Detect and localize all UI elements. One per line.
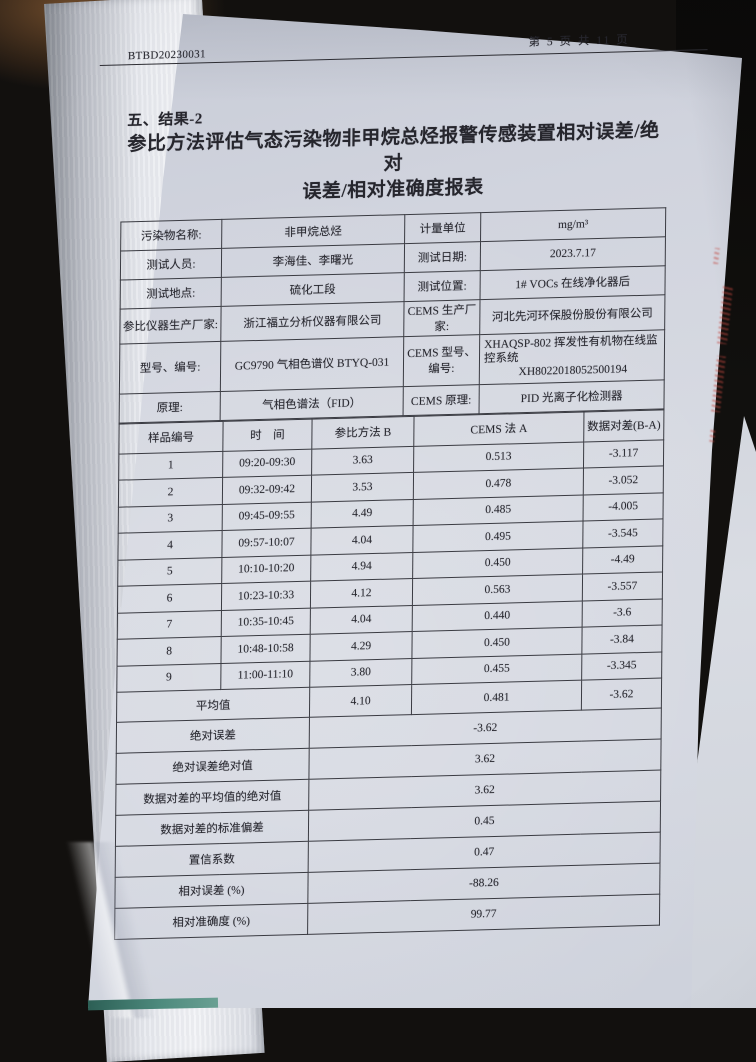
summary-label: 置信系数 bbox=[115, 841, 309, 878]
info-label: 测试人员: bbox=[120, 248, 222, 280]
summary-label: 数据对差的平均值的绝对值 bbox=[115, 779, 309, 816]
diff-value: -3.84 bbox=[581, 625, 663, 654]
ref-method-value: 4.12 bbox=[310, 578, 413, 608]
summary-label: 绝对误差 bbox=[116, 717, 310, 754]
sample-time: 09:20-09:30 bbox=[222, 448, 312, 478]
sample-no: 6 bbox=[117, 583, 222, 613]
ref-method-value: 3.80 bbox=[309, 658, 412, 688]
diff-value: -3.052 bbox=[583, 466, 664, 495]
sample-no: 8 bbox=[117, 636, 222, 666]
diff-value: -3.545 bbox=[582, 519, 663, 548]
diff-value: -3.6 bbox=[582, 598, 663, 628]
document-title: 参比方法评估气态污染物非甲烷总烃报警传感装置相对误差/绝对 误差/相对准确度报表 bbox=[120, 118, 666, 211]
column-header: 时 间 bbox=[222, 418, 313, 452]
info-label: CEMS 型号、编号: bbox=[403, 334, 480, 387]
sample-no: 1 bbox=[118, 451, 223, 481]
sample-time: 09:32-09:42 bbox=[222, 475, 312, 505]
diff-value: -4.005 bbox=[583, 492, 664, 522]
info-label: CEMS 原理: bbox=[403, 384, 480, 416]
average-ref-value: 4.10 bbox=[309, 684, 412, 718]
info-value: 气相色谱法（FID） bbox=[220, 386, 404, 421]
diff-value: -4.49 bbox=[582, 545, 663, 575]
column-header: 样品编号 bbox=[118, 421, 224, 454]
diff-value: -3.117 bbox=[583, 439, 664, 469]
sample-time: 10:10-10:20 bbox=[221, 554, 311, 584]
sample-time: 11:00-11:10 bbox=[220, 660, 310, 690]
sample-no: 9 bbox=[116, 663, 221, 693]
diff-value: -3.345 bbox=[581, 651, 662, 681]
sample-no: 4 bbox=[117, 530, 223, 560]
sample-data-table: 样品编号 时 间 参比方法 B CEMS 法 A 数据对差(B-A) 1 09:… bbox=[114, 409, 664, 940]
summary-label: 相对误差 (%) bbox=[114, 872, 309, 909]
summary-label: 数据对差的标准偏差 bbox=[115, 810, 309, 847]
info-value: 浙江福立分析仪器有限公司 bbox=[220, 301, 405, 342]
info-value: GC9790 气相色谱仪 BTYQ-031 bbox=[220, 336, 404, 392]
info-value: 河北先河环保股份股份有限公司 bbox=[479, 294, 665, 335]
diff-value: -3.557 bbox=[582, 572, 663, 601]
info-label: 参比仪器生产厂家: bbox=[119, 306, 222, 344]
column-header: 参比方法 B bbox=[311, 416, 415, 449]
info-label: CEMS 生产厂家: bbox=[403, 299, 481, 337]
summary-label: 绝对误差绝对值 bbox=[115, 748, 310, 785]
column-header: CEMS 法 A bbox=[413, 411, 584, 447]
ref-method-value: 3.63 bbox=[311, 446, 414, 476]
sample-time: 09:45-09:55 bbox=[222, 501, 312, 531]
ref-method-value: 4.04 bbox=[310, 605, 413, 635]
info-label: 计量单位 bbox=[404, 212, 481, 244]
column-header: 数据对差(B-A) bbox=[583, 409, 664, 442]
info-label: 原理: bbox=[119, 391, 221, 423]
ref-method-value: 4.04 bbox=[310, 525, 414, 555]
average-diff-value: -3.62 bbox=[581, 678, 662, 711]
sample-no: 2 bbox=[118, 477, 223, 507]
info-value: PID 光离子化检测器 bbox=[479, 379, 665, 414]
ref-method-value: 4.49 bbox=[311, 499, 414, 529]
cems-model-name: XHAQSP-802 挥发性有机物在线监控系统 bbox=[483, 334, 658, 366]
sample-time: 10:48-10:58 bbox=[220, 634, 311, 664]
info-label: 测试地点: bbox=[120, 277, 222, 309]
average-cems-value: 0.481 bbox=[411, 680, 582, 715]
info-value: XHAQSP-802 挥发性有机物在线监控系统 XH80220180525001… bbox=[479, 329, 665, 385]
sample-no: 5 bbox=[117, 557, 222, 587]
report-number: BTBD20230031 bbox=[127, 48, 207, 63]
ref-method-value: 3.53 bbox=[311, 472, 414, 502]
ref-method-value: 4.29 bbox=[309, 631, 413, 661]
info-label: 测试位置: bbox=[404, 270, 481, 302]
ref-method-value: 4.94 bbox=[310, 552, 413, 582]
sample-time: 10:35-10:45 bbox=[221, 607, 311, 637]
info-label: 污染物名称: bbox=[120, 219, 222, 251]
summary-label: 相对准确度 (%) bbox=[114, 903, 308, 940]
info-label: 型号、编号: bbox=[119, 341, 221, 394]
info-label: 测试日期: bbox=[404, 241, 481, 273]
page-number: 第 5 页 共 11 页 bbox=[528, 34, 630, 49]
info-table: 污染物名称: 非甲烷总烃 计量单位 mg/m³ 测试人员: 李海佳、李曙光 测试… bbox=[119, 207, 667, 423]
document-page: BTBD20230031 第 5 页 共 11 页 五、结果-2 参比方法评估气… bbox=[92, 24, 708, 941]
sample-time: 10:23-10:33 bbox=[221, 581, 311, 611]
sample-no: 7 bbox=[117, 610, 222, 640]
sample-no: 3 bbox=[118, 504, 223, 534]
paper-sheet bbox=[88, 14, 742, 1008]
sample-time: 09:57-10:07 bbox=[221, 528, 312, 558]
